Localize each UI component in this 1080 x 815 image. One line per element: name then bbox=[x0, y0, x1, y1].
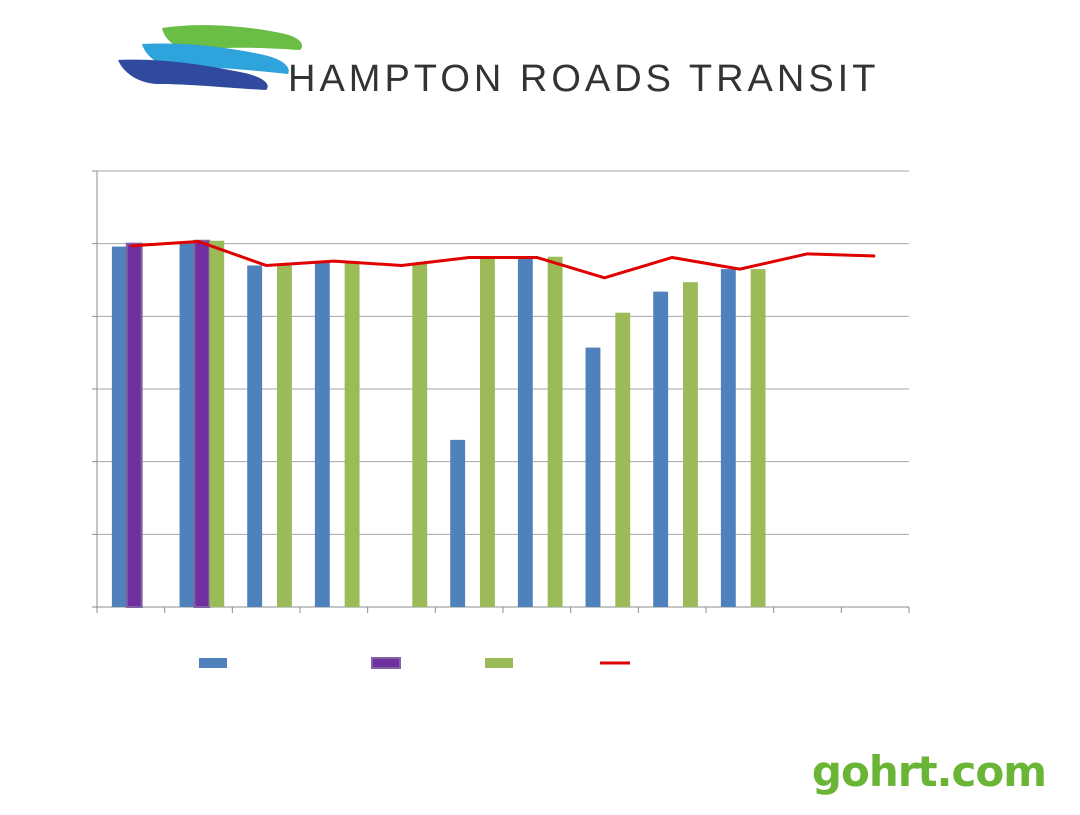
bar-series-2 bbox=[125, 242, 143, 609]
bar-series-2 bbox=[193, 239, 211, 608]
legend-swatch-2 bbox=[371, 657, 401, 669]
legend-swatch-1 bbox=[199, 658, 227, 668]
bar-series-3 bbox=[615, 312, 631, 607]
legend-swatch-3 bbox=[485, 658, 513, 668]
bar-series-3 bbox=[682, 282, 698, 607]
bar-series-1 bbox=[720, 269, 736, 607]
bar-series-3 bbox=[209, 240, 225, 607]
logo-text: HAMPTON ROADS TRANSIT bbox=[288, 58, 880, 100]
bar-series-3 bbox=[547, 256, 563, 607]
bar-series-1 bbox=[450, 439, 466, 607]
bar-series-1 bbox=[247, 265, 263, 607]
bar-series-3 bbox=[344, 261, 360, 607]
bar-series-1 bbox=[179, 243, 195, 607]
bar-series-1 bbox=[517, 258, 533, 607]
bar-series-1 bbox=[314, 261, 330, 607]
bar-series-1 bbox=[585, 347, 601, 607]
bar-series-3 bbox=[276, 265, 292, 607]
bar-series-3 bbox=[412, 264, 428, 607]
line-series bbox=[130, 239, 876, 280]
bar-series-3 bbox=[750, 269, 766, 607]
bar-series-3 bbox=[479, 258, 495, 607]
site-link[interactable]: gohrt.com bbox=[811, 747, 1047, 796]
bar-series-1 bbox=[111, 246, 127, 607]
bar-series-1 bbox=[653, 291, 669, 607]
hrt-logo-icon bbox=[118, 25, 303, 90]
